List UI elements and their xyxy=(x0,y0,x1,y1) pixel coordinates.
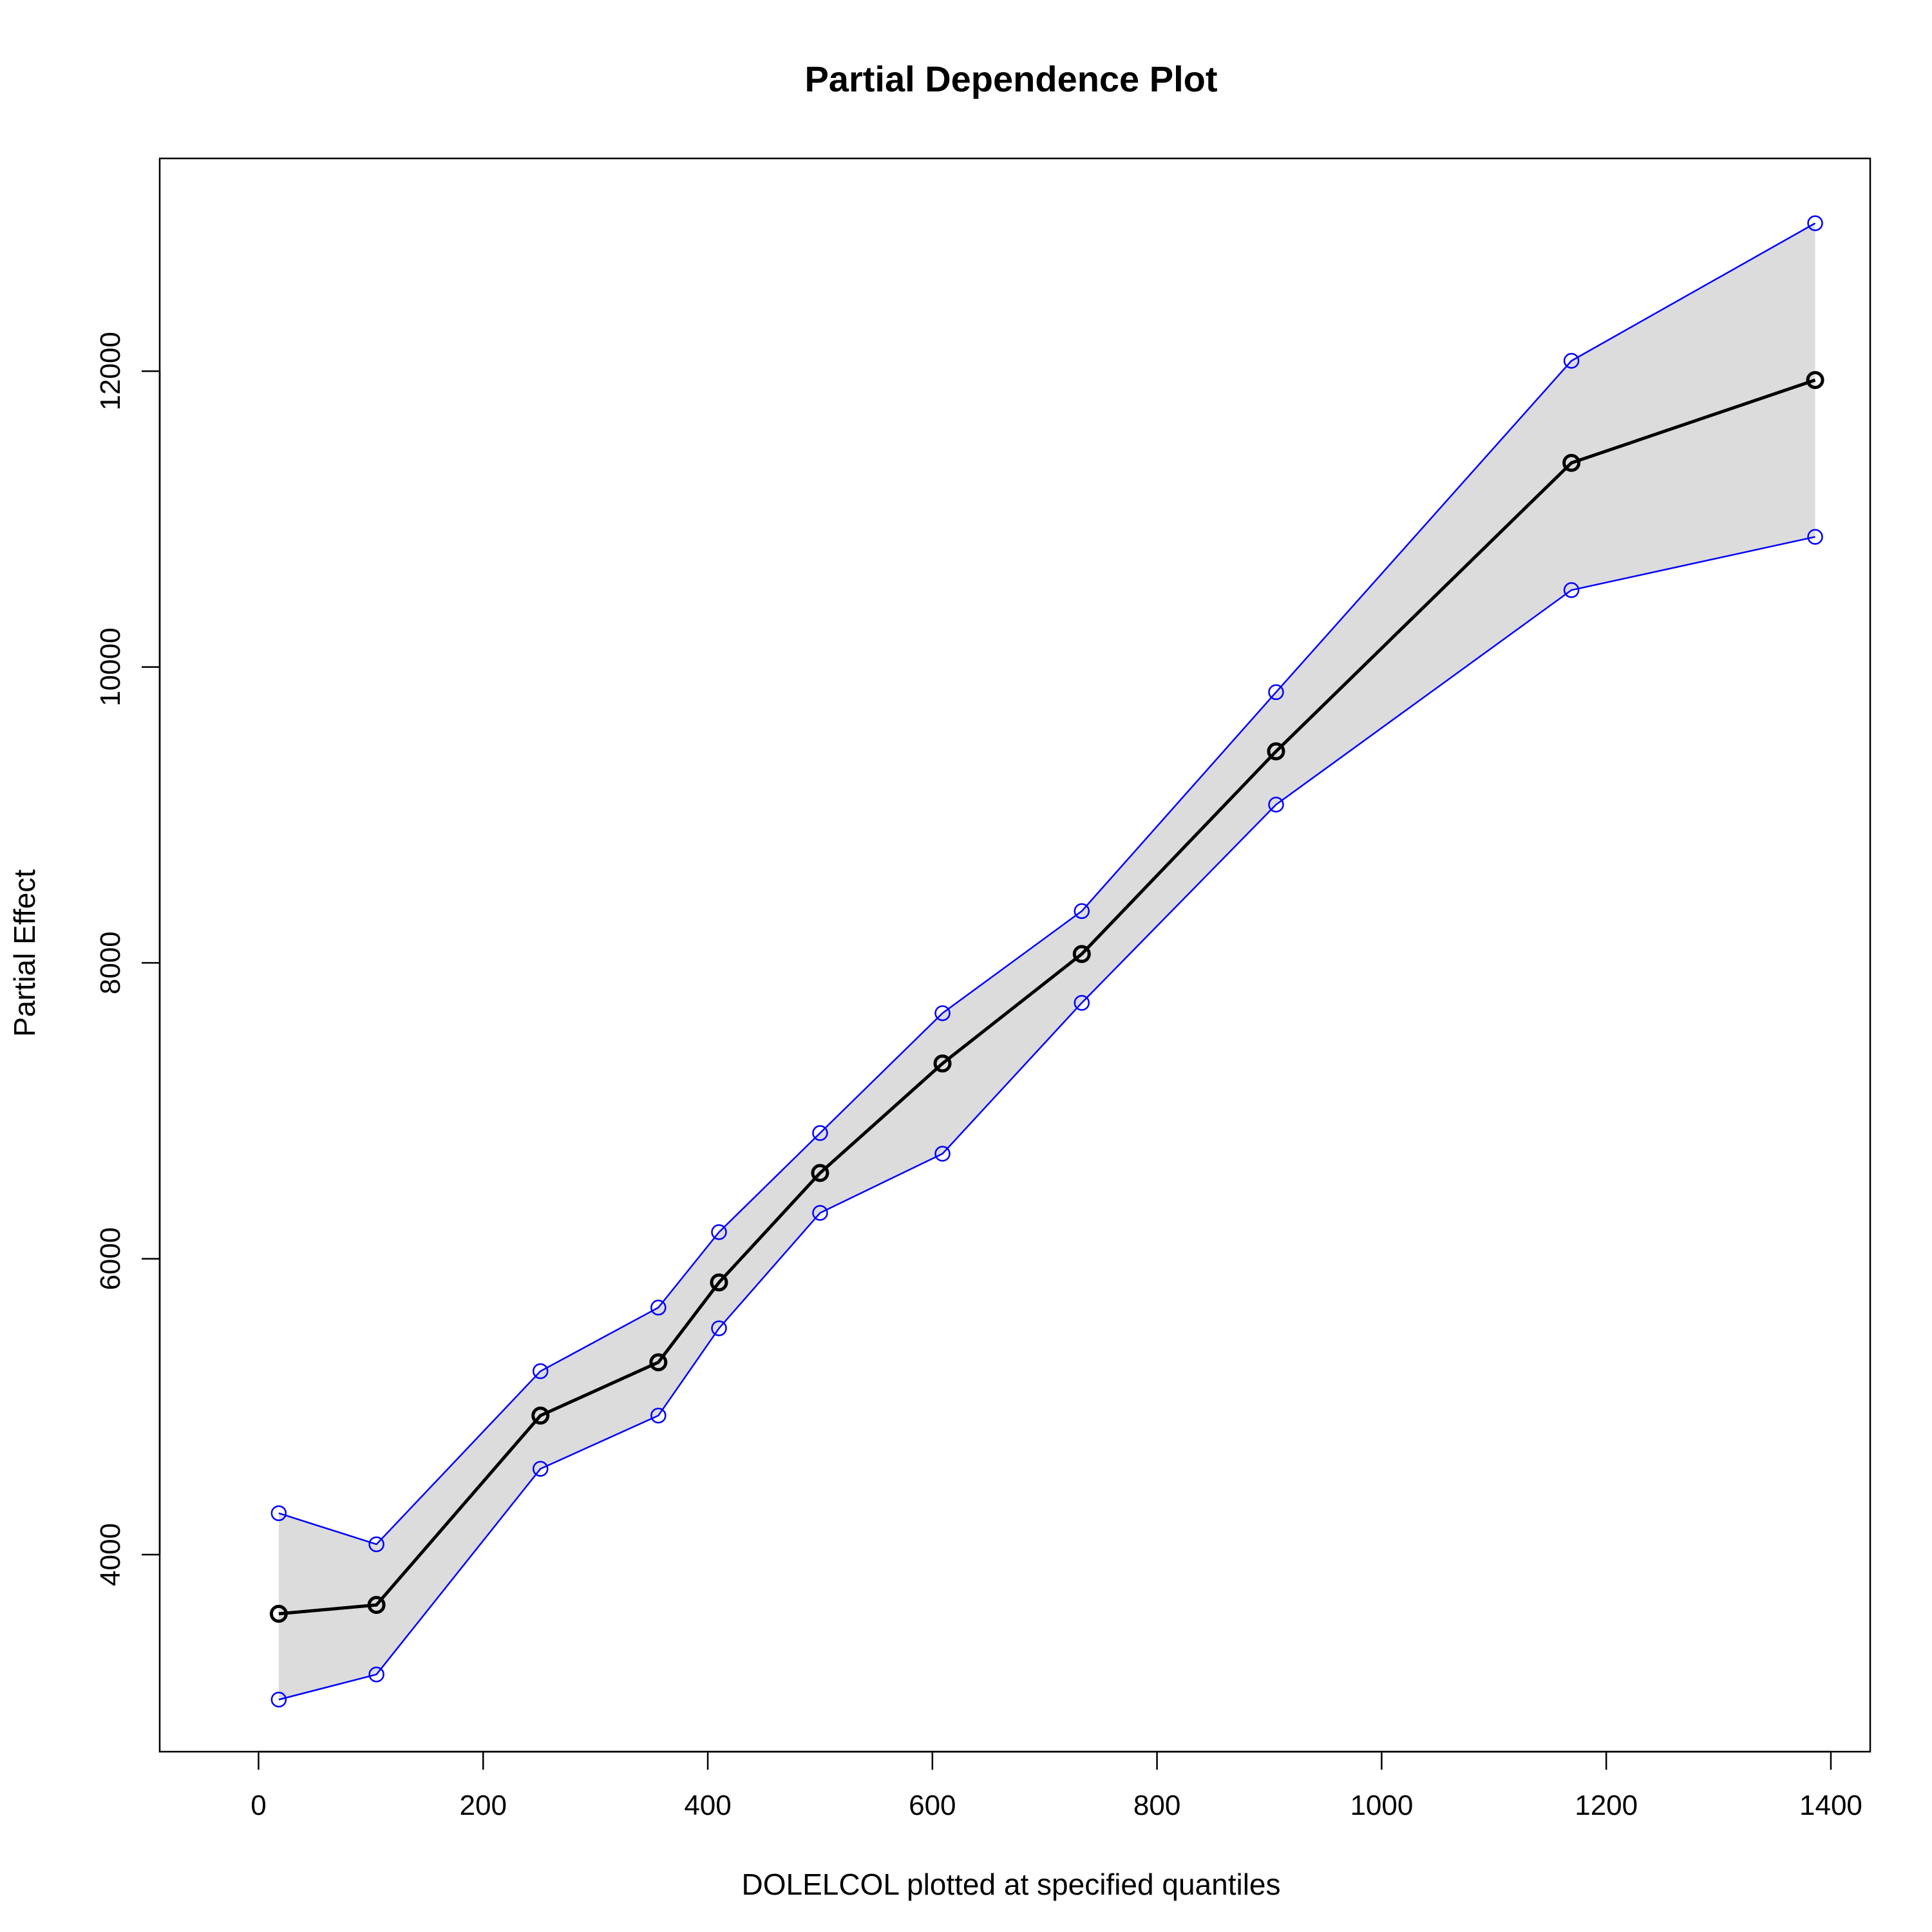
series-line-estimate xyxy=(278,378,1816,1616)
x-tick-label: 1400 xyxy=(1799,1790,1862,1821)
data-point-estimate xyxy=(710,1273,728,1292)
confidence-band xyxy=(278,223,1815,1700)
data-point-estimate xyxy=(531,1406,550,1425)
x-tick-label: 200 xyxy=(460,1790,507,1821)
data-point-estimate xyxy=(933,1054,952,1073)
x-tick-label: 800 xyxy=(1133,1790,1180,1821)
y-tick-label: 12000 xyxy=(95,332,126,410)
data-point-upper xyxy=(711,1224,727,1240)
y-axis-label: Partial Effect xyxy=(8,869,41,1037)
data-point-upper xyxy=(1074,903,1090,920)
data-point-lower xyxy=(934,1146,951,1162)
data-point-estimate xyxy=(1562,453,1581,472)
data-point-upper xyxy=(368,1536,384,1553)
y-tick-label: 6000 xyxy=(95,1227,126,1291)
data-point-estimate xyxy=(1072,945,1091,963)
x-tick-label: 1200 xyxy=(1575,1790,1638,1821)
data-point-lower xyxy=(711,1320,727,1336)
y-tick-label: 4000 xyxy=(95,1523,126,1586)
series-line-upper xyxy=(278,222,1816,1546)
x-tick-label: 1000 xyxy=(1350,1790,1413,1821)
chart-title: Partial Dependence Plot xyxy=(804,59,1217,99)
data-point-lower xyxy=(1807,529,1823,545)
data-point-upper xyxy=(1807,215,1823,231)
data-point-upper xyxy=(650,1300,667,1316)
y-tick-label: 8000 xyxy=(95,931,126,994)
x-tick-label: 0 xyxy=(251,1790,266,1821)
data-point-estimate xyxy=(269,1604,288,1623)
data-point-lower xyxy=(1074,994,1090,1011)
series-line-lower xyxy=(278,536,1815,1701)
data-point-lower xyxy=(270,1691,287,1708)
data-point-estimate xyxy=(811,1164,829,1182)
data-point-upper xyxy=(1268,684,1284,701)
data-point-lower xyxy=(532,1461,549,1477)
plot-area: 0 200 400 600 800 1000 1200 1400 4000 6000 8000 100… xyxy=(95,157,1871,1821)
data-point-upper xyxy=(532,1363,549,1379)
data-point-lower xyxy=(368,1666,384,1683)
data-point-upper xyxy=(812,1125,828,1141)
data-point-upper xyxy=(934,1005,951,1021)
data-point-lower xyxy=(1563,582,1580,598)
x-tick-label: 400 xyxy=(684,1790,731,1821)
data-point-lower xyxy=(1268,797,1284,813)
data-point-estimate xyxy=(367,1596,386,1615)
data-point-upper xyxy=(1563,352,1580,369)
data-point-upper xyxy=(270,1505,287,1521)
data-point-estimate xyxy=(1267,742,1285,761)
data-point-lower xyxy=(650,1407,667,1424)
y-tick-label: 10000 xyxy=(95,628,126,706)
data-point-lower xyxy=(812,1205,828,1221)
x-tick-label: 600 xyxy=(909,1790,956,1821)
data-point-estimate xyxy=(649,1353,668,1372)
x-axis-label: DOLELCOL plotted at specified quantiles xyxy=(741,1868,1280,1901)
data-point-estimate xyxy=(1806,371,1824,390)
